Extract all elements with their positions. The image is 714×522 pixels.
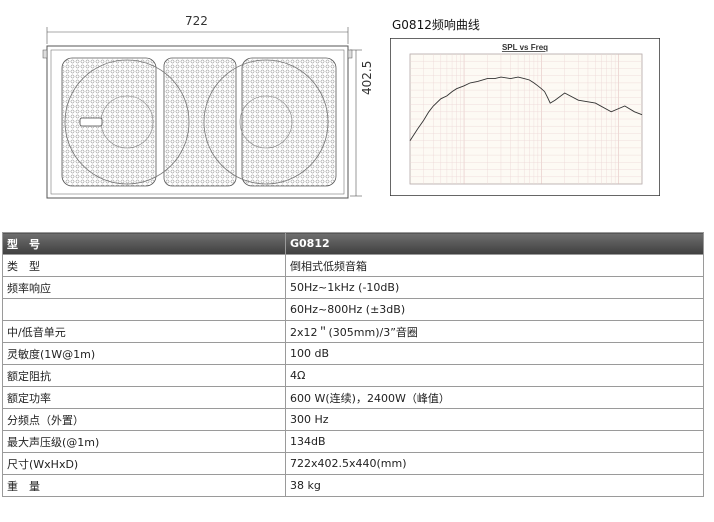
- spec-label-cell: [2, 298, 286, 321]
- spec-value-cell: 134dB: [285, 430, 704, 453]
- spec-label-cell: 灵敏度(1W@1m): [2, 342, 286, 365]
- frequency-response-chart: SPL vs Freq: [390, 38, 660, 196]
- table-header-row: 型 号 G0812: [2, 232, 704, 255]
- spec-label-cell: 尺寸(WxHxD): [2, 452, 286, 475]
- frequency-response-title: G0812频响曲线: [392, 18, 480, 32]
- spec-label-cell: 中/低音单元: [2, 320, 286, 343]
- header-cell-model: G0812: [285, 232, 704, 255]
- spec-value-cell: 300 Hz: [285, 408, 704, 431]
- spec-value-cell: 倒相式低频音箱: [285, 254, 704, 277]
- spec-label-cell: 分频点（外置）: [2, 408, 286, 431]
- chart-title: SPL vs Freq: [502, 43, 548, 52]
- width-dimension-label: 722: [185, 14, 208, 28]
- speaker-front-drawing: [42, 27, 362, 199]
- spec-value-cell: 600 W(连续)，2400W（峰值）: [285, 386, 704, 409]
- table-row: 60Hz~800Hz (±3dB): [2, 298, 704, 321]
- spec-value-cell: 50Hz~1kHz (-10dB): [285, 276, 704, 299]
- table-row: 额定功率 600 W(连续)，2400W（峰值）: [2, 386, 704, 409]
- chart-grid: [409, 53, 643, 185]
- spec-value-cell: 4Ω: [285, 364, 704, 387]
- table-row: 灵敏度(1W@1m) 100 dB: [2, 342, 704, 365]
- spec-label-cell: 最大声压级(@1m): [2, 430, 286, 453]
- spec-value-cell: 2x12＂(305mm)/3”音圈: [285, 320, 704, 343]
- table-row: 中/低音单元 2x12＂(305mm)/3”音圈: [2, 320, 704, 343]
- table-row: 类 型倒相式低频音箱: [2, 254, 704, 277]
- table-row: 重 量 38 kg: [2, 474, 704, 497]
- table-row: 频率响应 50Hz~1kHz (-10dB): [2, 276, 704, 299]
- spec-label-cell: 额定阻抗: [2, 364, 286, 387]
- spec-table: 型 号 G0812 类 型倒相式低频音箱 频率响应 50Hz~1kHz (-10dB…: [2, 232, 704, 497]
- spec-value-cell: 100 dB: [285, 342, 704, 365]
- table-row: 额定阻抗 4Ω: [2, 364, 704, 387]
- spec-value-cell: 722x402.5x440(mm): [285, 452, 704, 475]
- spec-value-cell: 60Hz~800Hz (±3dB): [285, 298, 704, 321]
- height-dimension-label: 402.5: [360, 60, 374, 95]
- spec-value-cell: 38 kg: [285, 474, 704, 497]
- table-row: 分频点（外置） 300 Hz: [2, 408, 704, 431]
- table-row: 尺寸(WxHxD) 722x402.5x440(mm): [2, 452, 704, 475]
- table-row: 最大声压级(@1m) 134dB: [2, 430, 704, 453]
- spec-label-cell: 重 量: [2, 474, 286, 497]
- spec-label-cell: 类 型: [2, 254, 286, 277]
- spec-label-cell: 频率响应: [2, 276, 286, 299]
- spec-label-cell: 额定功率: [2, 386, 286, 409]
- spl-curve: [409, 76, 643, 141]
- header-cell-label: 型 号: [2, 232, 286, 255]
